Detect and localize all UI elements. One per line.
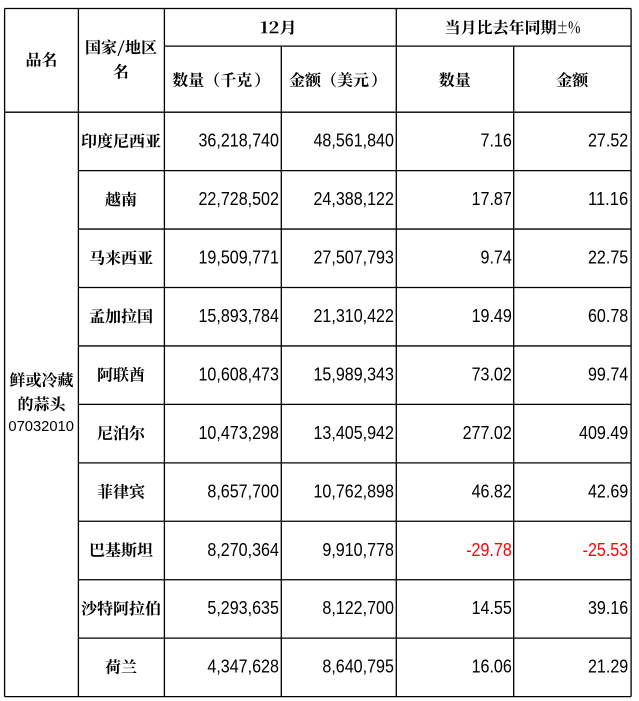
- svg-text:46.82: 46.82: [472, 481, 512, 501]
- svg-text:10,608,473: 10,608,473: [199, 364, 279, 384]
- svg-text:27.52: 27.52: [588, 131, 628, 151]
- svg-text:10,473,298: 10,473,298: [199, 423, 279, 443]
- svg-text:39.16: 39.16: [588, 598, 628, 618]
- svg-text:22.75: 22.75: [588, 248, 628, 268]
- svg-text:14.55: 14.55: [472, 598, 512, 618]
- svg-text:21.29: 21.29: [588, 657, 628, 677]
- svg-text:15,989,343: 15,989,343: [314, 364, 394, 384]
- svg-text:60.78: 60.78: [588, 306, 628, 326]
- svg-text:277.02: 277.02: [463, 423, 512, 443]
- svg-text:24,388,122: 24,388,122: [314, 189, 394, 209]
- svg-text:16.06: 16.06: [472, 657, 512, 677]
- svg-text:8,122,700: 8,122,700: [322, 598, 394, 618]
- svg-text:4,347,628: 4,347,628: [207, 657, 279, 677]
- svg-text:17.87: 17.87: [472, 189, 512, 209]
- svg-text:409.49: 409.49: [579, 423, 628, 443]
- svg-text:-29.78: -29.78: [466, 540, 512, 560]
- svg-text:19,509,771: 19,509,771: [199, 248, 279, 268]
- svg-text:7.16: 7.16: [481, 131, 512, 151]
- svg-text:10,762,898: 10,762,898: [314, 481, 394, 501]
- svg-text:42.69: 42.69: [588, 481, 628, 501]
- svg-text:5,293,635: 5,293,635: [207, 598, 279, 618]
- svg-text:22,728,502: 22,728,502: [199, 189, 279, 209]
- svg-text:48,561,840: 48,561,840: [314, 131, 394, 151]
- svg-text:36,218,740: 36,218,740: [199, 131, 279, 151]
- svg-text:15,893,784: 15,893,784: [199, 306, 279, 326]
- svg-text:19.49: 19.49: [472, 306, 512, 326]
- svg-text:8,640,795: 8,640,795: [322, 657, 394, 677]
- svg-text:8,270,364: 8,270,364: [207, 540, 279, 560]
- svg-text:21,310,422: 21,310,422: [314, 306, 394, 326]
- svg-text:8,657,700: 8,657,700: [207, 481, 279, 501]
- svg-text:07032010: 07032010: [8, 419, 74, 435]
- svg-text:13,405,942: 13,405,942: [314, 423, 394, 443]
- svg-text:11.16: 11.16: [588, 189, 628, 209]
- svg-text:-25.53: -25.53: [583, 540, 629, 560]
- svg-text:99.74: 99.74: [588, 364, 628, 384]
- svg-text:9.74: 9.74: [481, 248, 512, 268]
- svg-text:9,910,778: 9,910,778: [322, 540, 394, 560]
- svg-text:27,507,793: 27,507,793: [314, 248, 394, 268]
- svg-text:73.02: 73.02: [472, 364, 512, 384]
